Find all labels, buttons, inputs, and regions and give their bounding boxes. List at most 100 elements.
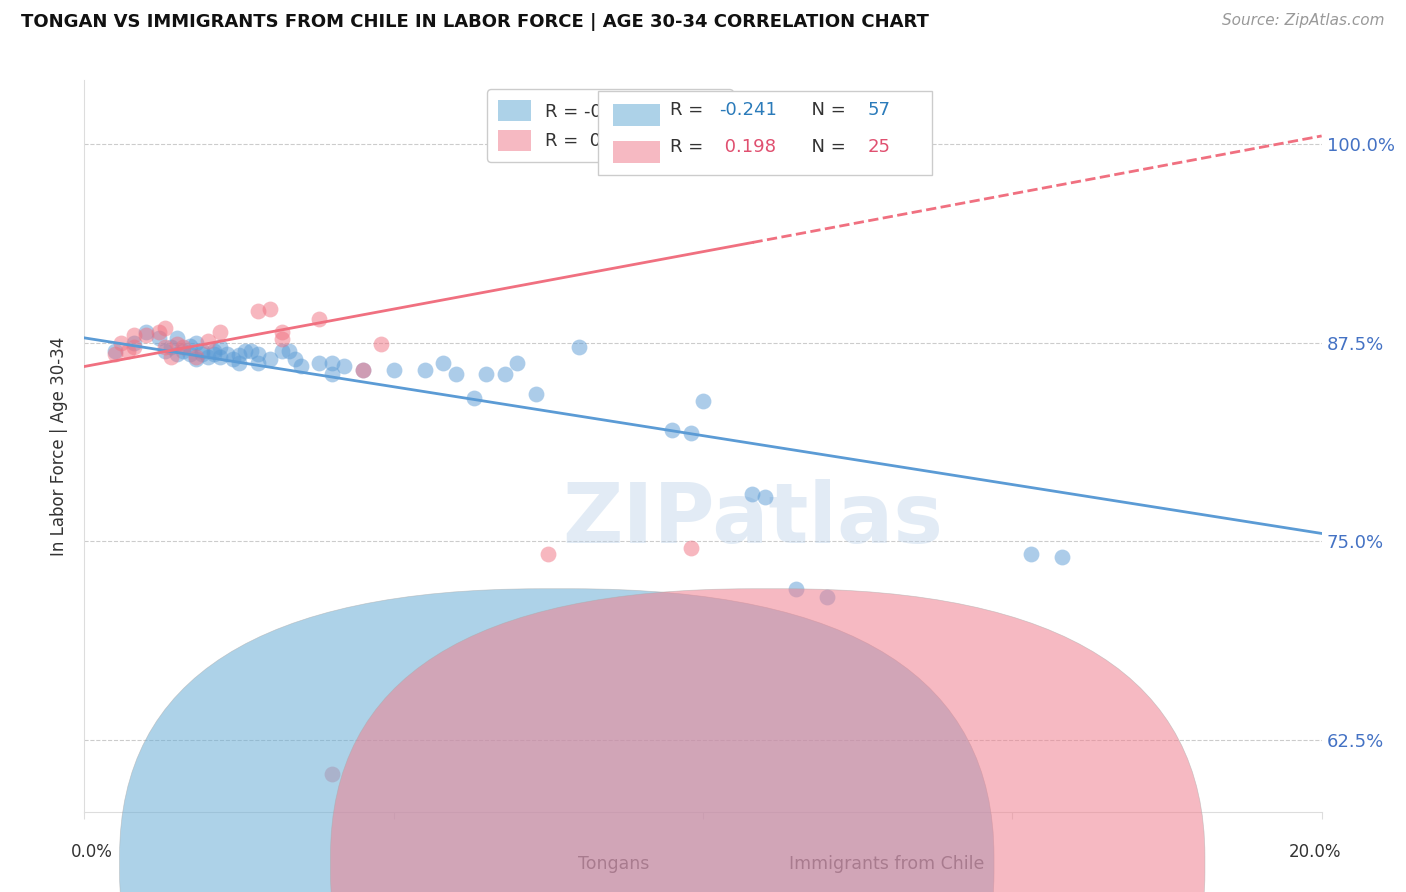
Point [110, 335, 132, 350]
Point [166, 337, 188, 351]
Point [148, 325, 170, 339]
Text: TONGAN VS IMMIGRANTS FROM CHILE IN LABOR FORCE | AGE 30-34 CORRELATION CHART: TONGAN VS IMMIGRANTS FROM CHILE IN LABOR… [21, 13, 929, 31]
Point [148, 331, 170, 345]
Text: R =: R = [669, 102, 709, 120]
Point [679, 426, 702, 441]
Point [494, 368, 516, 382]
Point [135, 327, 157, 342]
Point [104, 343, 127, 358]
Point [754, 490, 776, 504]
Point [568, 340, 591, 354]
Text: -0.241: -0.241 [718, 102, 778, 120]
Point [524, 386, 547, 401]
Point [679, 541, 702, 555]
Point [321, 766, 343, 780]
Point [172, 343, 194, 358]
Point [172, 340, 194, 354]
Point [271, 343, 294, 358]
Point [184, 350, 207, 364]
Text: ZIPatlas: ZIPatlas [562, 479, 943, 559]
Point [202, 347, 225, 361]
Point [444, 368, 467, 382]
Text: 20.0%: 20.0% [1288, 843, 1341, 861]
Point [209, 350, 232, 364]
Point [179, 339, 201, 353]
Text: 0.198: 0.198 [718, 138, 776, 156]
Point [1050, 550, 1073, 565]
Point [135, 325, 157, 339]
Point [815, 590, 838, 604]
Point [209, 340, 232, 354]
Point [191, 343, 214, 358]
Point [215, 347, 238, 361]
Text: Tongans: Tongans [578, 855, 650, 873]
Point [692, 394, 714, 409]
Point [191, 347, 214, 361]
Point [321, 368, 343, 382]
Point [166, 331, 188, 345]
Point [259, 351, 281, 366]
Point [184, 351, 207, 366]
Point [352, 362, 374, 376]
Text: N =: N = [800, 138, 851, 156]
Point [153, 340, 176, 354]
Point [352, 362, 374, 376]
Point [197, 350, 219, 364]
Point [382, 362, 405, 376]
Text: R =: R = [669, 138, 709, 156]
Point [122, 327, 145, 342]
Point [277, 343, 299, 358]
Point [537, 547, 560, 561]
Point [117, 343, 139, 358]
Point [290, 359, 312, 374]
Point [741, 486, 763, 500]
Point [184, 335, 207, 350]
Point [122, 340, 145, 354]
Point [1019, 547, 1042, 561]
Point [153, 321, 176, 335]
Text: N =: N = [800, 102, 851, 120]
Point [197, 334, 219, 348]
Text: 0.0%: 0.0% [70, 843, 112, 861]
Point [785, 582, 807, 596]
Legend: R = -0.241   N = 57, R =  0.198   N = 25: R = -0.241 N = 57, R = 0.198 N = 25 [488, 89, 733, 161]
Point [246, 356, 269, 370]
Point [246, 303, 269, 318]
Point [179, 347, 201, 361]
Point [153, 343, 176, 358]
Text: Source: ZipAtlas.com: Source: ZipAtlas.com [1222, 13, 1385, 29]
Point [166, 347, 188, 361]
Point [222, 351, 245, 366]
Point [463, 392, 485, 406]
Point [160, 350, 183, 364]
Point [308, 311, 330, 326]
Point [321, 356, 343, 370]
Text: 57: 57 [868, 102, 890, 120]
Point [202, 343, 225, 358]
Point [259, 302, 281, 317]
Bar [598, 91, 932, 176]
Point [506, 356, 529, 370]
Point [475, 368, 498, 382]
Point [370, 337, 392, 351]
Point [233, 343, 256, 358]
Point [160, 340, 183, 354]
Point [308, 356, 330, 370]
Bar [613, 104, 659, 127]
Point [661, 423, 683, 437]
Point [209, 325, 232, 339]
Point [413, 362, 436, 376]
Point [240, 343, 263, 358]
Point [122, 335, 145, 350]
Point [246, 347, 269, 361]
Text: 25: 25 [868, 138, 890, 156]
Point [271, 325, 294, 339]
Point [104, 347, 127, 361]
Text: Immigrants from Chile: Immigrants from Chile [789, 855, 984, 873]
Point [228, 356, 250, 370]
Y-axis label: In Labor Force | Age 30-34: In Labor Force | Age 30-34 [51, 336, 69, 556]
Point [333, 359, 356, 374]
Point [432, 356, 454, 370]
Bar [613, 141, 659, 163]
Point [228, 348, 250, 362]
